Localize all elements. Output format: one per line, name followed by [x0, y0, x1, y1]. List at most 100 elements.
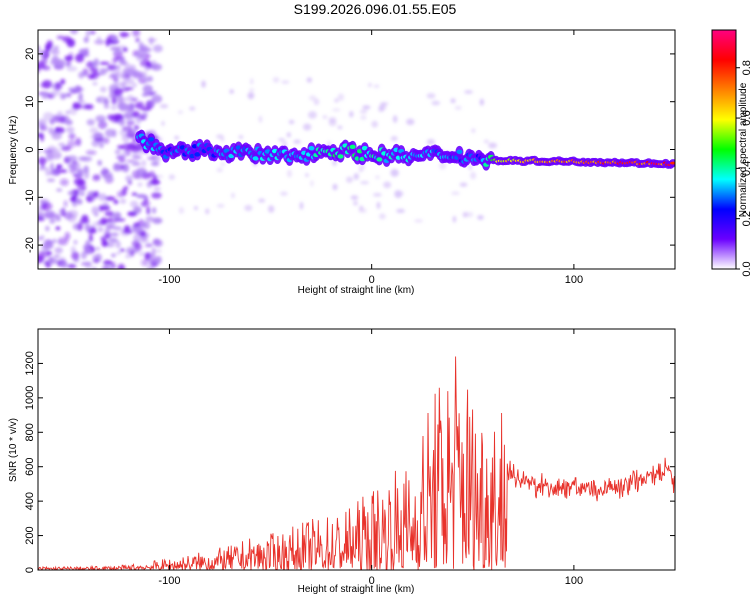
noise-blob — [114, 218, 126, 222]
snr-x-label: Height of straight line (km) — [298, 584, 415, 595]
noise-blob — [95, 115, 106, 123]
noise-blob — [346, 176, 353, 183]
noise-blob — [48, 258, 59, 265]
noise-blob — [308, 111, 317, 119]
noise-blob — [439, 162, 447, 170]
noise-blob — [79, 48, 89, 54]
noise-blob — [53, 254, 61, 259]
noise-blob — [127, 211, 138, 217]
noise-blob — [464, 90, 473, 94]
noise-blob — [126, 120, 135, 126]
noise-blob — [99, 68, 110, 73]
noise-blob — [376, 201, 381, 210]
noise-blob — [66, 66, 78, 72]
noise-blob — [372, 192, 382, 197]
noise-blob — [150, 161, 160, 167]
noise-blob — [75, 53, 85, 63]
noise-blob — [174, 135, 179, 140]
noise-blob — [201, 80, 206, 88]
noise-blob — [118, 159, 126, 163]
noise-blob — [148, 100, 156, 107]
noise-blob — [78, 156, 88, 162]
colorbar-tick-label: 0.8 — [741, 60, 750, 75]
noise-blob — [65, 110, 71, 114]
noise-blob — [126, 94, 134, 102]
noise-blob — [124, 186, 129, 190]
noise-blob — [119, 59, 127, 66]
noise-blob — [92, 254, 101, 260]
noise-blob — [250, 78, 254, 85]
noise-blob — [104, 196, 116, 201]
noise-blob — [110, 232, 119, 237]
noise-blob — [122, 125, 127, 132]
noise-blob — [102, 173, 113, 179]
noise-blob — [102, 167, 107, 174]
noise-blob — [48, 90, 57, 99]
noise-blob — [41, 249, 51, 258]
snr-y-label: SNR (10 * v/v) — [8, 418, 19, 482]
noise-blob — [60, 93, 67, 100]
noise-blob — [65, 61, 72, 67]
noise-blob — [38, 118, 47, 128]
noise-blob — [337, 93, 345, 101]
noise-blob — [131, 30, 141, 37]
noise-blob — [141, 200, 151, 207]
noise-blob — [100, 217, 108, 225]
noise-blob — [117, 263, 126, 269]
noise-blob — [189, 106, 196, 111]
noise-blob — [383, 181, 392, 189]
noise-blob — [129, 200, 139, 208]
y-tick-label: 600 — [24, 458, 36, 476]
noise-blob — [151, 207, 157, 214]
spectrogram-blobs — [38, 30, 498, 269]
noise-blob — [313, 98, 320, 106]
noise-blob — [303, 123, 312, 131]
noise-blob — [465, 211, 474, 218]
noise-blob — [154, 239, 163, 248]
noise-blob — [41, 80, 53, 89]
noise-blob — [177, 110, 183, 115]
y-tick-label: -20 — [24, 237, 36, 253]
y-tick-label: 0 — [24, 146, 36, 152]
noise-blob — [131, 110, 140, 118]
noise-blob — [138, 251, 146, 257]
noise-blob — [119, 248, 125, 252]
noise-blob — [152, 174, 158, 181]
colorbar-tick-label: 0.6 — [741, 110, 750, 125]
noise-blob — [119, 129, 130, 137]
noise-blob — [117, 94, 124, 103]
x-tick-label: 100 — [565, 274, 583, 286]
noise-blob — [426, 93, 436, 99]
noise-blob — [60, 78, 66, 85]
noise-blob — [63, 200, 68, 208]
noise-blob — [86, 61, 96, 69]
noise-blob — [258, 115, 263, 123]
noise-blob — [48, 210, 55, 218]
noise-blob — [40, 125, 48, 131]
ridge-core — [194, 152, 201, 157]
noise-blob — [59, 178, 69, 187]
ridge-core — [456, 149, 463, 155]
noise-blob — [108, 237, 118, 243]
noise-blob — [132, 83, 138, 88]
noise-blob — [101, 240, 109, 247]
noise-blob — [54, 127, 60, 133]
noise-blob — [140, 159, 147, 167]
noise-blob — [305, 173, 309, 177]
noise-blob — [287, 169, 292, 178]
noise-blob — [124, 254, 132, 259]
noise-blob — [68, 132, 76, 140]
noise-blob — [90, 134, 101, 140]
noise-blob — [332, 160, 337, 167]
noise-blob — [112, 36, 118, 42]
ridge-core — [349, 144, 356, 150]
noise-blob — [371, 120, 379, 128]
noise-blob — [137, 182, 143, 187]
colorbar-tick-label: 0.4 — [741, 161, 750, 176]
noise-blob — [328, 116, 337, 123]
colorbar-tick-label: 0.2 — [741, 211, 750, 226]
noise-blob — [281, 80, 290, 84]
noise-blob — [272, 77, 280, 83]
noise-blob — [135, 169, 145, 176]
